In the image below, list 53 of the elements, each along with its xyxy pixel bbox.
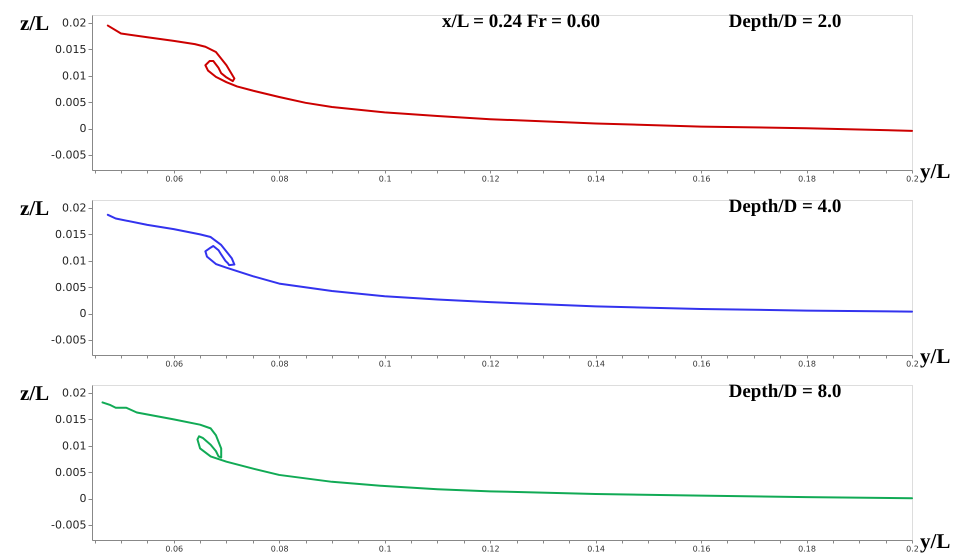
- x-tick-label: 0.16: [692, 544, 710, 554]
- y-axis-title: z/L: [20, 196, 50, 220]
- x-tick-label: 0.08: [270, 544, 289, 554]
- x-axis-title: y/L: [920, 159, 950, 183]
- x-tick-label: 0.18: [798, 174, 816, 184]
- annotation: x/L = 0.24 Fr = 0.60: [442, 11, 600, 32]
- y-axis-title: z/L: [20, 381, 50, 405]
- x-tick-label: 0.14: [587, 544, 606, 554]
- x-tick-label: 0.1: [378, 360, 392, 368]
- y-tick-label: 0.005: [55, 96, 86, 109]
- chart-title: Depth/D = 8.0: [728, 381, 842, 402]
- y-axis-title: z/L: [20, 11, 50, 35]
- y-tick-label: 0.005: [55, 466, 86, 479]
- chart-title: Depth/D = 2.0: [728, 11, 842, 32]
- y-tick-label: 0.015: [55, 42, 86, 56]
- x-tick-label: 0.14: [587, 174, 606, 184]
- y-tick-label: 0.01: [62, 254, 86, 268]
- y-tick-label: 0: [80, 307, 86, 320]
- y-tick-label: 0: [80, 122, 86, 136]
- x-tick-label: 0.2: [906, 360, 919, 368]
- y-tick-label: 0.01: [62, 69, 86, 82]
- x-tick-label: 0.08: [270, 174, 289, 184]
- y-tick-label: 0.015: [55, 412, 86, 426]
- y-tick-label: 0: [80, 492, 86, 506]
- x-tick-label: 0.2: [906, 174, 919, 184]
- y-tick-label: 0.02: [62, 16, 86, 30]
- x-tick-label: 0.1: [378, 544, 392, 554]
- x-tick-label: 0.06: [165, 360, 184, 368]
- x-tick-label: 0.12: [482, 360, 500, 368]
- x-tick-label: 0.2: [906, 544, 919, 554]
- y-tick-label: -0.005: [51, 518, 86, 532]
- x-tick-label: 0.16: [692, 360, 710, 368]
- x-axis-title: y/L: [920, 344, 950, 368]
- y-tick-label: -0.005: [51, 334, 86, 347]
- x-tick-label: 0.06: [165, 544, 184, 554]
- y-tick-label: 0.015: [55, 228, 86, 241]
- x-axis-title: y/L: [920, 529, 950, 553]
- x-tick-label: 0.1: [378, 174, 392, 184]
- x-tick-label: 0.08: [270, 360, 289, 368]
- x-tick-label: 0.14: [587, 360, 606, 368]
- y-tick-label: 0.02: [62, 386, 86, 400]
- y-tick-label: 0.005: [55, 280, 86, 294]
- y-tick-label: 0.01: [62, 439, 86, 452]
- x-tick-label: 0.16: [692, 174, 710, 184]
- chart-title: Depth/D = 4.0: [728, 196, 842, 217]
- x-tick-label: 0.18: [798, 360, 816, 368]
- x-tick-label: 0.06: [165, 174, 184, 184]
- x-tick-label: 0.12: [482, 174, 500, 184]
- y-tick-label: 0.02: [62, 201, 86, 214]
- x-tick-label: 0.12: [482, 544, 500, 554]
- y-tick-label: -0.005: [51, 148, 86, 162]
- x-tick-label: 0.18: [798, 544, 816, 554]
- line-series: [102, 401, 913, 500]
